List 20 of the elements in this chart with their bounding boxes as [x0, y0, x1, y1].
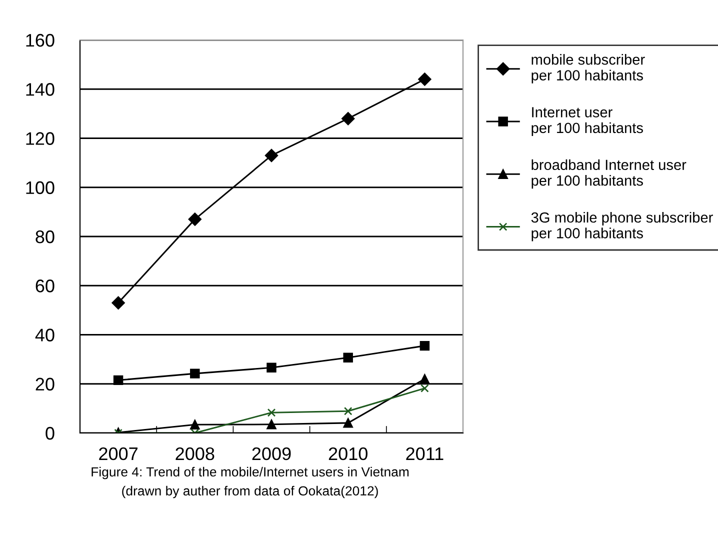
x-tick-label: 2008 [176, 447, 214, 460]
y-tick-label: 0 [46, 426, 54, 440]
x-tick-label: 2007 [99, 447, 138, 460]
x-tick-label: 2009 [252, 447, 291, 460]
y-tick-label: 100 [26, 181, 54, 194]
y-tick-label: 140 [26, 83, 54, 96]
y-tick-label: 80 [36, 230, 54, 244]
y-tick-label: 160 [26, 34, 54, 47]
legend-label: broadband Internet user per 100 habitants [532, 159, 686, 189]
y-tick-label: 40 [35, 328, 54, 342]
legend-label: 3G mobile phone subscriber per 100 habitants [531, 212, 713, 242]
text: (drawn by auther from data of Ookata(2012) [122, 486, 378, 498]
legend-label: mobile subscriber per 100 habitants [532, 54, 645, 84]
legend-label: Internet user per 100 habitants [532, 107, 643, 136]
caption: Figure 4: Trend of the mobile/Internet users in Vietnam [92, 466, 409, 480]
x-tick-label: 2010 [328, 447, 368, 460]
y-tick-label: 60 [36, 280, 54, 292]
y-tick-label: 20 [36, 378, 54, 391]
x-tick-label: 2011 [406, 447, 444, 460]
y-tick-label: 120 [26, 132, 54, 145]
